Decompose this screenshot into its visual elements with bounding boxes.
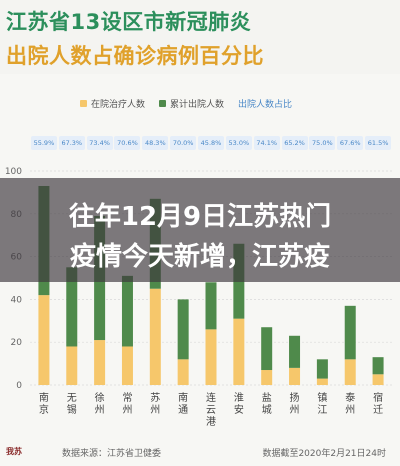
y-tick-label: 0: [16, 381, 22, 391]
bar-treating: [233, 318, 245, 385]
bar-discharged: [205, 282, 217, 330]
data-source: 数据来源：江苏省卫健委: [62, 449, 162, 459]
x-tick-label: 南京: [39, 391, 49, 416]
bar-treating: [38, 295, 50, 385]
bar-discharged: [121, 275, 133, 347]
overlay-line-2: 疫情今天新增，江苏疫: [69, 242, 330, 272]
legend-label-ratio: 出院人数占比: [238, 99, 293, 110]
ratio-label: 48.3%: [142, 136, 169, 150]
bar-treating: [344, 359, 356, 385]
bar-treating: [121, 346, 133, 385]
bar-discharged: [261, 327, 273, 371]
ratio-label-row: 55.9% 67.3% 73.4% 70.6% 48.3% 70.0% 45.8% 53.0%…: [0, 136, 400, 152]
ratio-label: 55.9%: [30, 136, 57, 150]
ratio-label: 75.0%: [309, 136, 336, 150]
chart-legend: 在院治疗人数 累计出院人数 出院人数占比: [80, 96, 292, 110]
bar-treating: [289, 367, 301, 385]
x-tick-label: 泰州: [345, 391, 355, 416]
ratio-label: 53.0%: [225, 136, 252, 150]
x-tick-label: 宿迁: [373, 391, 383, 416]
bar-treating: [316, 378, 328, 385]
bar-treating: [66, 346, 78, 385]
title-line-1: 江苏省13设区市新冠肺炎: [6, 10, 252, 34]
ratio-label: 45.8%: [198, 136, 224, 150]
ratio-label: 67.6%: [337, 136, 364, 150]
y-tick-label: 100: [5, 167, 22, 177]
legend-item-treating: 在院治疗人数: [80, 97, 145, 110]
app-logo: 我苏: [6, 447, 22, 456]
y-tick-label: 20: [11, 338, 23, 348]
overlay-line-1: 往年12月9日江苏热门: [68, 202, 332, 232]
x-tick-label: 无锡: [67, 393, 77, 416]
ratio-label: 73.4%: [86, 136, 113, 150]
footer: 我苏 数据来源：江苏省卫健委 数据截至2020年2月21日24时: [0, 440, 400, 466]
x-tick-label: 淮安: [234, 392, 244, 416]
legend-label-treating: 在院治疗人数: [91, 99, 146, 110]
x-tick-label: 镇江: [317, 391, 327, 416]
x-tick-label: 南通: [178, 391, 188, 416]
legend-item-ratio: 出院人数占比: [238, 97, 292, 110]
headline-overlay: 往年12月9日江苏热门 疫情今天新增，江苏疫: [0, 178, 400, 282]
x-tick-label: 苏州: [150, 391, 160, 416]
bar-treating: [94, 340, 106, 385]
ratio-label: 67.3%: [58, 136, 85, 150]
bar-discharged: [316, 359, 328, 379]
ratio-label: 70.6%: [114, 136, 141, 150]
x-tick-label: 连云港: [206, 391, 216, 428]
legend-item-discharged: 累计出院人数: [159, 97, 224, 110]
x-tick-label: 盐城: [262, 391, 272, 416]
bar-treating: [149, 288, 161, 385]
legend-swatch-treating: [80, 99, 87, 107]
title-line-2: 出院人数占确诊病例百分比: [6, 44, 264, 68]
bar-treating: [372, 374, 384, 385]
legend-swatch-discharged: [159, 99, 167, 107]
bar-discharged: [177, 299, 189, 360]
bar-discharged: [344, 305, 356, 360]
bar-treating: [261, 370, 273, 385]
bar-discharged: [289, 335, 301, 368]
ratio-label: 70.0%: [170, 136, 197, 150]
x-tick-label: 常州: [122, 391, 132, 416]
bar-discharged: [372, 357, 384, 375]
bar-treating: [205, 329, 217, 385]
bar-treating: [177, 359, 189, 385]
header-banner: 江苏省13设区市新冠肺炎 出院人数占确诊病例百分比: [0, 0, 400, 74]
ratio-label: 65.2%: [281, 136, 308, 150]
x-tick-label: 扬州: [290, 391, 300, 416]
data-deadline: 数据截至2020年2月21日24时: [262, 449, 386, 459]
x-tick-label: 徐州: [95, 391, 105, 416]
ratio-label: 61.5%: [365, 136, 392, 150]
bar-discharged: [66, 267, 78, 347]
ratio-label: 74.1%: [253, 136, 280, 150]
legend-label-discharged: 累计出院人数: [170, 99, 225, 110]
y-tick-label: 40: [11, 295, 23, 305]
